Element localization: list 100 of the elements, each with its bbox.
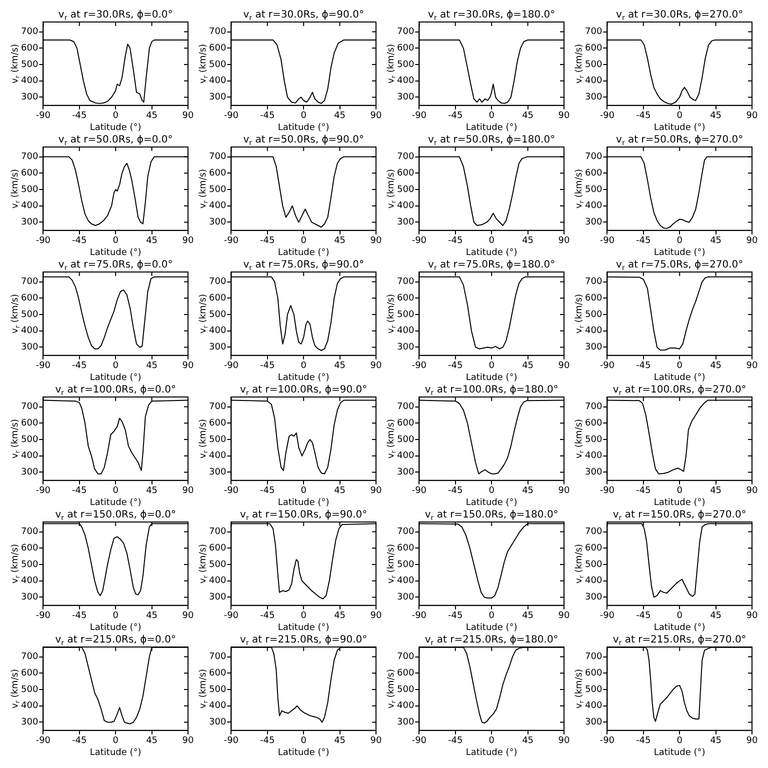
y-tick-label: 300 xyxy=(396,342,414,353)
y-tick-label: 600 xyxy=(208,544,226,554)
x-tick-label: -45 xyxy=(260,111,275,122)
y-tick-label: 700 xyxy=(208,527,226,538)
y-tick-label: 600 xyxy=(396,294,414,304)
x-tick-label: 45 xyxy=(146,736,158,746)
y-tick-label: 400 xyxy=(584,76,602,86)
y-tick-label: 300 xyxy=(20,218,38,228)
y-tick-label: 400 xyxy=(396,576,414,586)
x-tick-label: 90 xyxy=(182,486,194,496)
y-tick-label: 600 xyxy=(20,418,38,429)
y-tick-label: 600 xyxy=(208,44,226,54)
x-tick-label: 90 xyxy=(746,486,758,496)
x-axis-title: Latitude (°) xyxy=(278,248,330,258)
x-tick-label: -90 xyxy=(36,361,51,372)
y-tick-label: 500 xyxy=(396,184,414,195)
x-tick-label: 45 xyxy=(710,236,722,246)
x-tick-label: -90 xyxy=(600,736,615,746)
y-tick-label: 500 xyxy=(208,434,226,445)
x-axis-title: Latitude (°) xyxy=(654,248,706,258)
y-tick-label: 700 xyxy=(208,652,226,662)
y-tick-label: 700 xyxy=(20,652,38,662)
y-tick-label: 500 xyxy=(396,560,414,570)
x-tick-label: -45 xyxy=(72,611,87,622)
x-axis-title: Latitude (°) xyxy=(278,498,330,508)
x-tick-label: 0 xyxy=(676,736,683,746)
y-tick-label: 500 xyxy=(20,184,38,195)
x-tick-label: -90 xyxy=(412,111,427,122)
x-tick-label: -45 xyxy=(260,486,275,496)
y-tick-label: 600 xyxy=(396,418,414,429)
y-tick-label: 300 xyxy=(208,342,226,353)
y-tick-label: 400 xyxy=(20,76,38,86)
x-tick-label: -90 xyxy=(600,361,615,372)
y-tick-label: 300 xyxy=(20,718,38,728)
x-tick-label: 45 xyxy=(334,361,346,372)
y-tick-label: 500 xyxy=(208,310,226,320)
y-tick-label: 300 xyxy=(396,92,414,103)
y-tick-label: 600 xyxy=(208,668,226,679)
y-tick-label: 600 xyxy=(208,418,226,429)
y-tick-label: 500 xyxy=(396,60,414,70)
y-tick-label: 500 xyxy=(584,310,602,320)
x-tick-label: 45 xyxy=(146,361,158,372)
y-tick-label: 500 xyxy=(20,310,38,320)
x-tick-label: 90 xyxy=(182,111,194,122)
y-tick-label: 300 xyxy=(208,718,226,728)
y-tick-label: 600 xyxy=(584,44,602,54)
x-tick-label: -90 xyxy=(600,111,615,122)
x-axis-title: Latitude (°) xyxy=(90,372,142,383)
y-tick-label: 500 xyxy=(208,184,226,195)
y-tick-label: 700 xyxy=(584,527,602,538)
y-tick-label: 300 xyxy=(584,92,602,103)
y-tick-label: 600 xyxy=(20,294,38,304)
x-axis-title: Latitude (°) xyxy=(466,748,518,758)
y-tick-label: 300 xyxy=(584,218,602,228)
y-tick-label: 700 xyxy=(208,152,226,162)
x-tick-label: 45 xyxy=(522,361,534,372)
y-tick-label: 700 xyxy=(396,652,414,662)
x-tick-label: -45 xyxy=(448,361,463,372)
x-tick-label: -90 xyxy=(412,361,427,372)
y-tick-label: 700 xyxy=(20,152,38,162)
x-tick-label: -45 xyxy=(636,236,651,246)
y-tick-label: 600 xyxy=(396,544,414,554)
y-tick-label: 700 xyxy=(584,277,602,288)
y-tick-label: 600 xyxy=(396,44,414,54)
x-axis-title: Latitude (°) xyxy=(654,748,706,758)
x-tick-label: -45 xyxy=(72,236,87,246)
x-tick-label: 45 xyxy=(710,736,722,746)
x-tick-label: 0 xyxy=(488,736,495,746)
y-tick-label: 700 xyxy=(208,27,226,38)
x-tick-label: 45 xyxy=(334,486,346,496)
x-tick-label: -45 xyxy=(636,736,651,746)
y-tick-label: 500 xyxy=(584,434,602,445)
y-tick-label: 600 xyxy=(396,168,414,179)
y-tick-label: 400 xyxy=(208,201,226,212)
x-axis-title: Latitude (°) xyxy=(90,248,142,258)
x-tick-label: 0 xyxy=(112,611,119,622)
y-tick-label: 500 xyxy=(20,434,38,445)
y-tick-label: 400 xyxy=(20,201,38,212)
x-tick-label: -45 xyxy=(636,361,651,372)
y-tick-label: 600 xyxy=(20,44,38,54)
y-tick-label: 300 xyxy=(208,592,226,603)
y-tick-label: 600 xyxy=(584,668,602,679)
y-tick-label: 400 xyxy=(584,451,602,462)
y-tick-label: 300 xyxy=(584,342,602,353)
x-tick-label: 45 xyxy=(522,236,534,246)
x-axis-title: Latitude (°) xyxy=(90,122,142,133)
y-tick-label: 700 xyxy=(208,277,226,288)
x-tick-label: 0 xyxy=(488,111,495,122)
y-tick-label: 300 xyxy=(208,218,226,228)
x-tick-label: -90 xyxy=(224,486,239,496)
x-tick-label: 45 xyxy=(710,611,722,622)
x-tick-label: -90 xyxy=(36,736,51,746)
x-tick-label: 0 xyxy=(300,486,307,496)
y-tick-label: 700 xyxy=(396,527,414,538)
x-tick-label: 0 xyxy=(676,111,683,122)
x-tick-label: 90 xyxy=(746,736,758,746)
x-tick-label: 90 xyxy=(182,736,194,746)
x-tick-label: -90 xyxy=(224,736,239,746)
x-tick-label: -90 xyxy=(224,361,239,372)
x-tick-label: 90 xyxy=(370,611,382,622)
